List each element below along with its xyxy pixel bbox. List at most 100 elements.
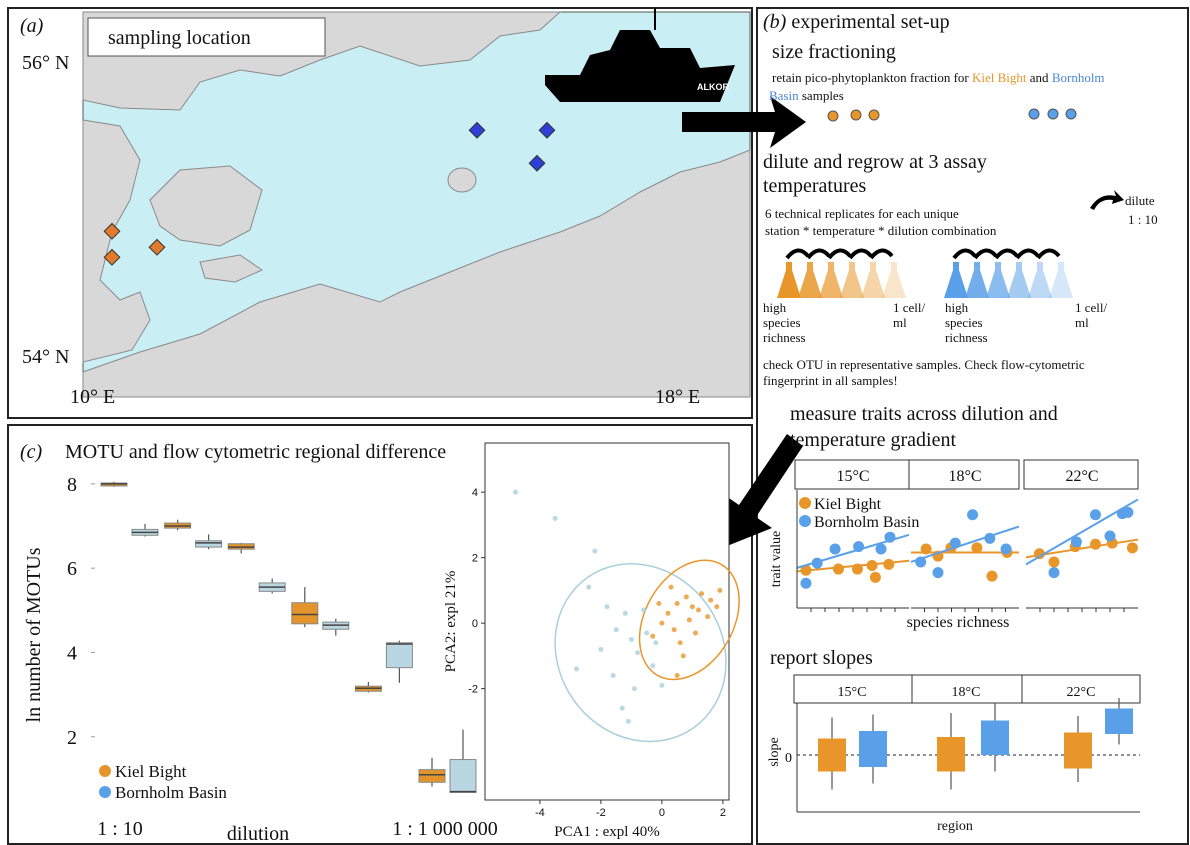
panel-title: sampling location: [108, 27, 251, 49]
point: [592, 549, 597, 554]
dilution-arrow: [1038, 250, 1059, 258]
flask: [1049, 262, 1073, 298]
panel-title-text: experimental set-up: [791, 11, 949, 33]
point: [650, 634, 655, 639]
point: [659, 683, 664, 688]
box: [981, 721, 1009, 756]
box: [818, 739, 846, 772]
point: [614, 627, 619, 632]
point: [812, 558, 823, 569]
point: [635, 650, 640, 655]
panel-title: MOTU and flow cytometric regional differ…: [65, 441, 446, 463]
step-title: temperatures: [763, 175, 866, 197]
point: [611, 673, 616, 678]
x-tick-label: 15°C: [838, 685, 867, 700]
point: [1001, 544, 1012, 555]
point: [708, 598, 713, 603]
step-title: measure traits across dilution and: [790, 403, 1058, 425]
flask-label: 1 cell/: [1075, 300, 1108, 315]
dilution-arrow: [808, 250, 829, 258]
dilution-arrow: [829, 250, 850, 258]
point: [641, 608, 646, 613]
y-tick-label: -2: [468, 684, 478, 696]
x-axis-label: PCA1 : expl 40%: [554, 824, 659, 840]
text-part: retain pico-phytoplankton fraction for: [772, 70, 972, 85]
y-tick-label: 2: [67, 727, 77, 749]
flask-label: high: [763, 300, 787, 315]
dilution-arrow: [975, 250, 996, 258]
dilution-arrow: [787, 250, 808, 258]
lat-label: 56° N: [22, 52, 69, 74]
point: [650, 663, 655, 668]
flask: [965, 262, 989, 298]
panel-title: (b)experimental set-up: [763, 11, 950, 33]
point: [971, 542, 982, 553]
y-tick-label: 0: [472, 618, 478, 630]
point: [884, 532, 895, 543]
flask: [819, 262, 843, 298]
flask: [798, 262, 822, 298]
page: { "panel_a": {"label": "(a)", "title": "…: [0, 0, 1190, 845]
sample-dot: [1048, 109, 1058, 119]
legend-marker: [99, 786, 111, 798]
flask: [777, 262, 801, 298]
y-axis-label: PCA2: expl 21%: [443, 571, 459, 673]
legend-label: Bornholm Basin: [115, 783, 227, 802]
plot-frame: [485, 443, 729, 800]
point: [644, 630, 649, 635]
point: [605, 604, 610, 609]
point: [1049, 567, 1060, 578]
point: [586, 585, 591, 590]
y-tick-label: 6: [67, 558, 77, 580]
panel-label: (c): [20, 441, 43, 463]
y-axis-label: slope: [767, 737, 782, 767]
point: [632, 686, 637, 691]
step-text: retain pico-phytoplankton fraction for K…: [772, 70, 1105, 85]
point: [933, 567, 944, 578]
flask-label: richness: [763, 330, 806, 345]
flask-label: ml: [893, 315, 907, 330]
y-tick-label: 4: [67, 642, 77, 664]
x-tick-label: 18°C: [952, 685, 981, 700]
panel-title: 22°C: [1065, 468, 1098, 485]
point: [629, 637, 634, 642]
point: [681, 653, 686, 658]
point: [853, 541, 864, 552]
point: [987, 571, 998, 582]
text-part: Basin: [769, 88, 799, 103]
box: [1105, 709, 1133, 735]
x-tick-label: 22°C: [1067, 685, 1096, 700]
point: [870, 572, 881, 583]
box: [386, 643, 412, 668]
point: [672, 627, 677, 632]
sample-dot: [869, 110, 879, 120]
x-axis-label: species richness: [907, 614, 1010, 631]
step-title: temperature gradient: [790, 429, 956, 451]
panel-label: (b): [763, 11, 787, 33]
point: [876, 544, 887, 555]
point: [690, 604, 695, 609]
figure: ALKOR sampling location (a) 56° N 54° N …: [0, 0, 1190, 845]
flask-label: ml: [1075, 315, 1089, 330]
x-tick-label: -2: [596, 807, 606, 819]
point: [666, 611, 671, 616]
legend-label: Kiel Bight: [115, 762, 187, 781]
arrow: [722, 434, 803, 548]
x-tick-label: 0: [659, 807, 665, 819]
point: [714, 604, 719, 609]
x-tick-label: 1 : 10: [97, 818, 143, 840]
box: [419, 770, 445, 783]
y-tick-label: 4: [472, 487, 478, 499]
ship-name: ALKOR: [697, 82, 729, 92]
box: [450, 760, 476, 793]
flask: [882, 262, 906, 298]
flask-label: high: [945, 300, 969, 315]
step-text: fingerprint in all samples!: [763, 373, 898, 388]
box: [937, 737, 965, 772]
point: [626, 719, 631, 724]
text-part: samples: [799, 88, 844, 103]
step-title: size fractioning: [772, 41, 896, 63]
flask: [861, 262, 885, 298]
point: [1049, 556, 1060, 567]
point: [833, 564, 844, 575]
